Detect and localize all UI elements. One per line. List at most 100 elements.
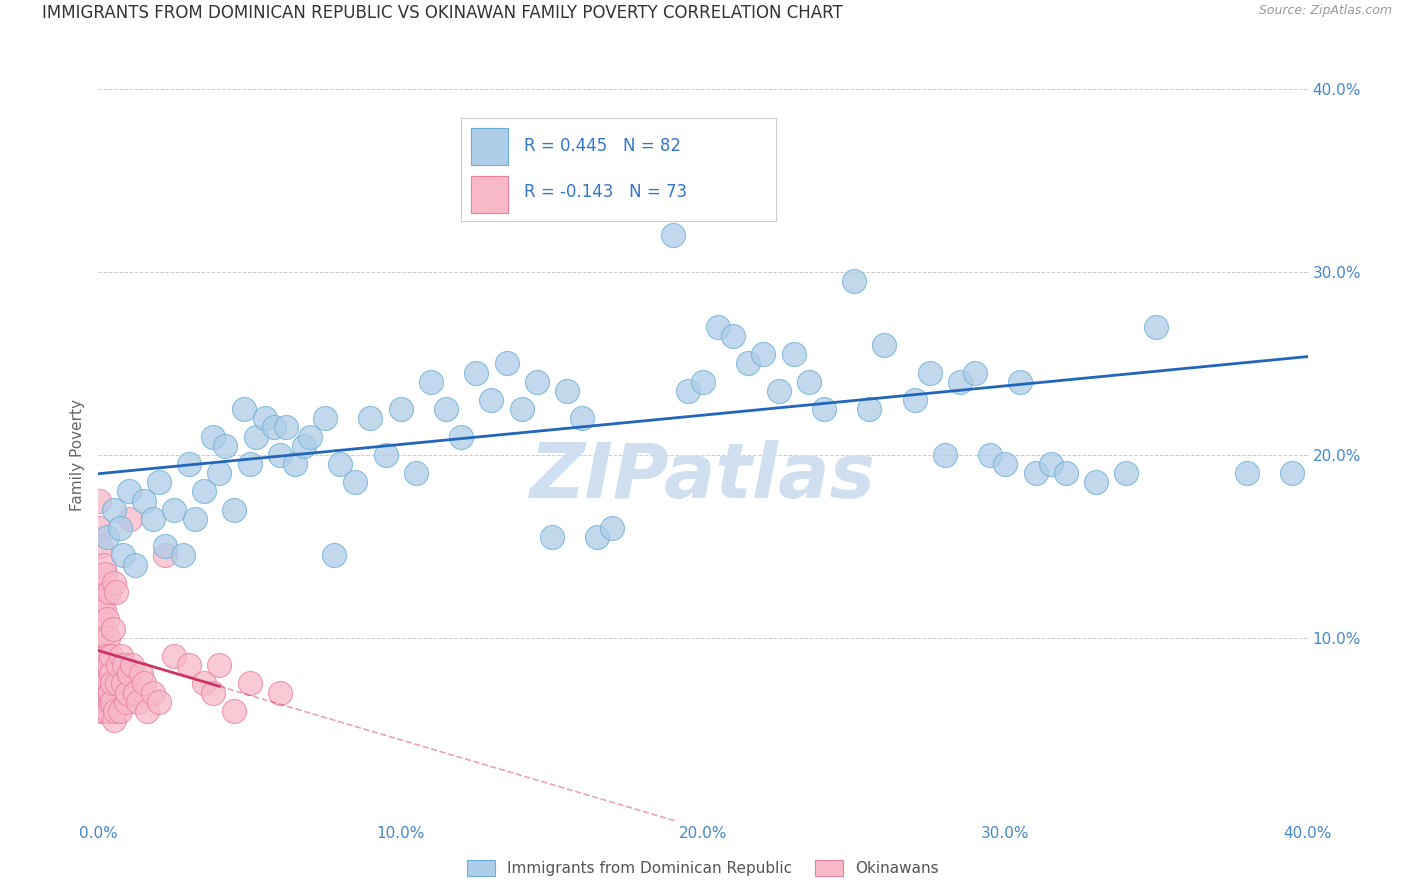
Point bbox=[586, 530, 609, 544]
Point bbox=[118, 484, 141, 499]
Point bbox=[465, 366, 488, 380]
Point bbox=[163, 649, 186, 664]
Point bbox=[129, 667, 152, 681]
Point bbox=[253, 411, 276, 425]
Point bbox=[89, 704, 111, 718]
Point bbox=[96, 649, 118, 664]
Point bbox=[752, 347, 775, 361]
Point bbox=[105, 676, 128, 690]
Point bbox=[284, 457, 307, 471]
Point bbox=[90, 613, 112, 627]
Point bbox=[90, 576, 112, 591]
Point bbox=[90, 667, 112, 681]
Point bbox=[94, 686, 117, 700]
Point bbox=[107, 658, 129, 673]
Point bbox=[269, 686, 291, 700]
Point bbox=[202, 430, 225, 444]
Point bbox=[389, 402, 412, 417]
Point bbox=[374, 448, 396, 462]
Point bbox=[121, 658, 143, 673]
Point bbox=[949, 375, 972, 389]
Point bbox=[91, 594, 114, 608]
Point bbox=[98, 686, 121, 700]
Text: Source: ZipAtlas.com: Source: ZipAtlas.com bbox=[1258, 4, 1392, 18]
Point bbox=[90, 640, 112, 654]
Point bbox=[329, 457, 352, 471]
Point bbox=[124, 558, 146, 572]
Point bbox=[616, 192, 638, 206]
Point bbox=[647, 201, 669, 215]
Point bbox=[1054, 466, 1077, 480]
Point bbox=[97, 686, 120, 700]
Point bbox=[918, 366, 941, 380]
Point bbox=[299, 430, 322, 444]
Point bbox=[208, 658, 231, 673]
Point bbox=[434, 402, 457, 417]
Legend: Immigrants from Dominican Republic, Okinawans: Immigrants from Dominican Republic, Okin… bbox=[461, 855, 945, 882]
Point bbox=[1024, 466, 1046, 480]
Point bbox=[526, 375, 548, 389]
Point bbox=[420, 375, 443, 389]
Point bbox=[172, 549, 194, 563]
Point bbox=[100, 649, 122, 664]
Point bbox=[101, 676, 124, 690]
Point bbox=[91, 631, 114, 645]
Point bbox=[96, 695, 118, 709]
Point bbox=[979, 448, 1001, 462]
Point bbox=[360, 411, 382, 425]
Point bbox=[934, 448, 956, 462]
Point bbox=[723, 329, 745, 343]
Point bbox=[541, 530, 564, 544]
Point bbox=[98, 695, 121, 709]
Point bbox=[96, 530, 118, 544]
Point bbox=[90, 686, 112, 700]
Point bbox=[94, 566, 117, 581]
Point bbox=[148, 695, 170, 709]
Point bbox=[91, 658, 114, 673]
Point bbox=[135, 704, 157, 718]
Point bbox=[93, 603, 115, 617]
Point bbox=[797, 375, 820, 389]
Point bbox=[602, 521, 624, 535]
Point bbox=[97, 704, 120, 718]
Point bbox=[450, 430, 472, 444]
Point bbox=[263, 420, 285, 434]
Point bbox=[1146, 320, 1168, 334]
Point bbox=[193, 676, 215, 690]
Point bbox=[510, 402, 533, 417]
Text: IMMIGRANTS FROM DOMINICAN REPUBLIC VS OKINAWAN FAMILY POVERTY CORRELATION CHART: IMMIGRANTS FROM DOMINICAN REPUBLIC VS OK… bbox=[42, 4, 844, 22]
Point bbox=[112, 658, 135, 673]
Point bbox=[571, 411, 593, 425]
Y-axis label: Family Poverty: Family Poverty bbox=[70, 399, 86, 511]
Point bbox=[232, 402, 254, 417]
Point bbox=[124, 686, 146, 700]
Point bbox=[481, 392, 503, 407]
Point bbox=[114, 695, 136, 709]
Point bbox=[153, 549, 176, 563]
Point bbox=[94, 667, 117, 681]
Point bbox=[873, 338, 896, 352]
Point bbox=[1010, 375, 1032, 389]
Point bbox=[768, 384, 790, 398]
Point bbox=[844, 274, 866, 288]
Point bbox=[108, 704, 131, 718]
Point bbox=[89, 521, 111, 535]
Point bbox=[662, 228, 685, 243]
Point bbox=[89, 676, 111, 690]
Point bbox=[224, 503, 246, 517]
Point bbox=[214, 439, 236, 453]
Point bbox=[104, 585, 127, 599]
Point bbox=[142, 512, 165, 526]
Point bbox=[94, 704, 117, 718]
Point bbox=[179, 457, 201, 471]
Point bbox=[108, 521, 131, 535]
Point bbox=[98, 585, 121, 599]
Point bbox=[91, 695, 114, 709]
Point bbox=[904, 392, 927, 407]
Point bbox=[245, 430, 267, 444]
Point bbox=[96, 658, 118, 673]
Point bbox=[132, 676, 155, 690]
Point bbox=[224, 704, 246, 718]
Point bbox=[323, 549, 346, 563]
Point bbox=[94, 640, 117, 654]
